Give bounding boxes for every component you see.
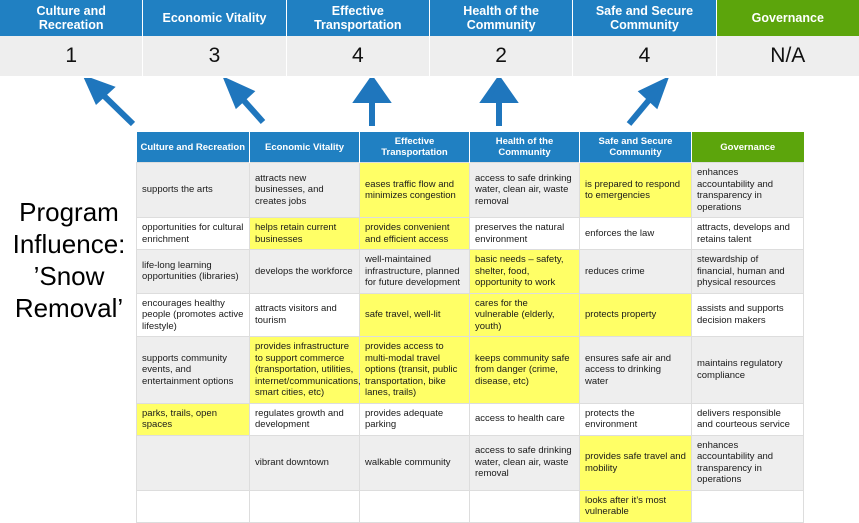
arrow-safe-and-secure-community [626,78,669,126]
matrix-row: vibrant downtown walkable community access… [136,434,804,491]
matrix-cell: attracts new businesses, and creates job… [249,162,360,218]
matrix-cell: delivers responsible and courteous servi… [691,402,804,436]
matrix-row: life-long learning opportunities (librar… [136,249,804,294]
matrix-cell: develops the workforce [249,249,360,294]
arrow-connectors [83,78,669,127]
matrix-cell: reduces crime [579,249,692,294]
caption-line-4: Removal’ [14,293,124,323]
matrix-header-governance: Governance [691,132,804,163]
matrix-header-effective-transportation: Effective Transportation [359,132,470,163]
matrix-cell: provides adequate parking [359,402,470,436]
matrix-cell: provides access to multi-modal travel op… [359,336,470,404]
scorecard-header-culture-and-recreation: Culture and Recreation [0,0,144,36]
matrix-cell: provides convenient and efficient access [359,217,470,250]
scorecard-value-safe-and-secure-community: 4 [573,36,717,76]
matrix-cell: safe travel, well-lit [359,292,470,337]
matrix-cell: basic needs – safety, shelter, food, opp… [469,249,580,294]
scorecard-value-row: 1 3 4 2 4 N/A [0,36,859,76]
program-influence-caption: Program Influence: ’Snow Removal’ [4,196,134,324]
scorecard-value-health-of-the-community: 2 [430,36,574,76]
scorecard-value-culture-and-recreation: 1 [0,36,144,76]
matrix-header-economic-vitality: Economic Vitality [249,132,360,163]
matrix-cell: eases traffic flow and minimizes congest… [359,162,470,218]
matrix-cell: regulates growth and development [249,402,360,436]
matrix-cell: is prepared to respond to emergencies [579,162,692,218]
matrix-cell: supports community events, and entertain… [136,336,250,404]
matrix-row: looks after it’s most vulnerable [136,489,804,523]
scorecard-header-safe-and-secure-community: Safe and Secure Community [573,0,717,36]
matrix-header-health-of-the-community: Health of the Community [469,132,580,163]
arrow-economic-vitality [223,78,266,124]
matrix-cell: well-maintained infrastructure, planned … [359,249,470,294]
matrix-cell [136,489,250,523]
matrix-cell: access to safe drinking water, clean air… [469,162,580,218]
matrix-cell [249,489,360,523]
matrix-cell [136,434,250,491]
matrix-cell: preserves the natural environment [469,217,580,250]
matrix-row: supports the arts attracts new businesses… [136,162,804,218]
scorecard-value-economic-vitality: 3 [143,36,287,76]
matrix-cell: ensures safe air and access to drinking … [579,336,692,404]
matrix-body: supports the arts attracts new businesses… [136,162,804,523]
arrow-health-of-the-community [479,78,519,126]
matrix-cell: opportunities for cultural enrichment [136,217,250,250]
arrow-effective-transportation [352,78,392,126]
matrix-cell: attracts visitors and tourism [249,292,360,337]
matrix-cell: enhances accountability and transparency… [691,162,804,218]
caption-line-3: ’Snow [33,261,105,291]
matrix-cell: stewardship of financial, human and phys… [691,249,804,294]
matrix-header-culture-and-recreation: Culture and Recreation [136,132,250,163]
matrix-row: parks, trails, open spaces regulates grow… [136,402,804,436]
matrix-row: encourages healthy people (promotes acti… [136,292,804,337]
matrix-header-safe-and-secure-community: Safe and Secure Community [579,132,692,163]
matrix-cell: access to safe drinking water, clean air… [469,434,580,491]
scorecard-header-health-of-the-community: Health of the Community [429,0,574,36]
scorecard-value-governance: N/A [770,44,806,67]
scorecard-header-economic-vitality: Economic Vitality [143,0,287,36]
scorecard-strip: Culture and Recreation Economic Vitality… [0,0,859,76]
matrix-cell: walkable community [359,434,470,491]
matrix-cell: encourages healthy people (promotes acti… [136,292,250,337]
matrix-cell: protects the environment [579,402,692,436]
matrix-cell [469,489,580,523]
matrix-cell: cares for the vulnerable (elderly, youth… [469,292,580,337]
matrix-row: supports community events, and entertain… [136,336,804,404]
scorecard-header-effective-transportation: Effective Transportation [286,0,430,36]
matrix-cell: provides infrastructure to support comme… [249,336,361,404]
matrix-cell: maintains regulatory compliance [691,336,804,404]
matrix-cell: helps retain current businesses [249,217,360,250]
matrix-cell: keeps community safe from danger (crime,… [469,336,580,404]
matrix-cell [691,489,804,523]
outcomes-matrix-table: Culture and Recreation Economic Vitality… [136,132,804,523]
matrix-cell: supports the arts [136,162,250,218]
matrix-cell: looks after it’s most vulnerable [579,489,692,523]
matrix-cell: enforces the law [579,217,692,250]
matrix-cell: parks, trails, open spaces [136,402,250,436]
caption-line-2: Influence: [12,229,126,259]
matrix-cell: access to health care [469,402,580,436]
matrix-cell: enhances accountability and transparency… [691,434,804,491]
matrix-cell: vibrant downtown [249,434,360,491]
arrow-culture-and-recreation [83,78,136,127]
matrix-cell: provides safe travel and mobility [579,434,692,491]
matrix-cell: attracts, develops and retains talent [691,217,804,250]
scorecard-value-effective-transportation: 4 [287,36,430,76]
scorecard-header-row: Culture and Recreation Economic Vitality… [0,0,859,36]
matrix-cell: protects property [579,292,692,337]
matrix-header-row: Culture and Recreation Economic Vitality… [136,132,804,163]
matrix-cell: assists and supports decision makers [691,292,804,337]
matrix-row: opportunities for cultural enrichment hel… [136,217,804,250]
matrix-cell: life-long learning opportunities (librar… [136,249,250,294]
caption-line-1: Program [19,197,119,227]
matrix-cell [359,489,470,523]
scorecard-header-governance: Governance [716,0,859,36]
